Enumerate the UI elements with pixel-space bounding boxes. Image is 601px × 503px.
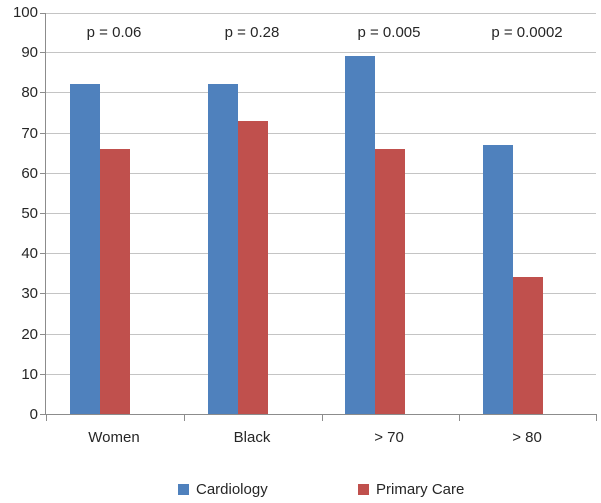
bar-primary-care-70	[375, 148, 406, 414]
gridline	[46, 213, 596, 214]
y-axis-tick	[40, 13, 46, 14]
y-axis-tick	[40, 293, 46, 295]
bar-cardiology-black	[207, 84, 238, 414]
x-axis-label-gt70: > 70	[374, 429, 404, 446]
p-value-label-gt70: p = 0.005	[357, 24, 421, 41]
x-axis-tick	[459, 414, 461, 421]
gridline	[46, 333, 596, 335]
x-axis-tick	[596, 414, 597, 421]
p-value-label-women: p = 0.06	[86, 24, 142, 41]
y-tick-label: 30	[21, 285, 38, 303]
plot-area	[40, 13, 597, 421]
legend-item-cardiology: Cardiology	[178, 480, 268, 498]
p-value-label-black: p = 0.28	[224, 24, 280, 41]
gridline	[46, 293, 596, 295]
bar-primary-care-black	[237, 120, 268, 414]
legend-label-cardiology: Cardiology	[196, 480, 268, 498]
y-axis-tick	[40, 253, 46, 255]
y-axis-tick	[40, 414, 46, 415]
y-axis-tick	[40, 333, 46, 335]
x-axis-label-black: Black	[233, 429, 271, 446]
y-tick-label: 100	[12, 4, 38, 21]
bar-cardiology-women	[69, 84, 100, 414]
bar-cardiology-70	[345, 56, 376, 414]
gridline	[46, 13, 596, 14]
legend-label-primary-care: Primary Care	[376, 480, 465, 498]
x-axis-label-gt80: > 80	[512, 429, 542, 446]
gridline	[46, 52, 596, 54]
legend-item-primary-care: Primary Care	[358, 480, 464, 498]
gridline	[46, 172, 596, 174]
cardiology-swatch-icon	[178, 483, 189, 495]
y-tick-label: 60	[21, 164, 38, 182]
bar-primary-care-80	[513, 277, 544, 414]
x-axis-tick	[321, 414, 323, 421]
gridline	[46, 373, 596, 375]
y-tick-label: 20	[21, 325, 38, 343]
primary-care-swatch-icon	[358, 483, 369, 495]
y-tick-label: 40	[21, 245, 38, 263]
x-axis-label-women: Women	[88, 429, 140, 446]
gridline	[46, 132, 596, 134]
x-axis-tick	[46, 414, 47, 421]
gridline	[46, 92, 596, 94]
bar-primary-care-women	[99, 148, 130, 414]
y-tick-label: 0	[29, 406, 38, 423]
gridline	[46, 253, 596, 255]
y-tick-label: 80	[21, 84, 38, 102]
y-tick-label: 50	[21, 205, 38, 222]
y-tick-label: 10	[21, 365, 38, 383]
x-axis-tick	[183, 414, 185, 421]
y-axis-tick	[40, 172, 46, 174]
y-axis-tick	[40, 92, 46, 94]
y-axis-tick	[40, 373, 46, 375]
y-axis-tick	[40, 213, 46, 214]
y-tick-label: 70	[21, 124, 38, 142]
y-axis-tick	[40, 52, 46, 54]
p-value-label-gt80: p = 0.0002	[491, 24, 563, 41]
y-axis-tick	[40, 132, 46, 134]
bar-cardiology-80	[483, 144, 514, 414]
y-tick-label: 90	[21, 44, 38, 62]
